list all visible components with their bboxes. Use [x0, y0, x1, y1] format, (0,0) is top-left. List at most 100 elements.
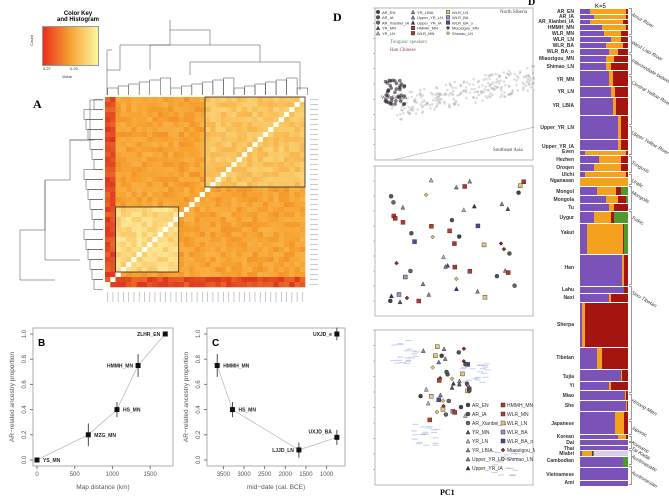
- structure-bar: [580, 164, 628, 172]
- zoom-connector: [392, 89, 535, 161]
- heatmap-cell: [141, 212, 148, 218]
- heatmap-cell: [236, 152, 243, 158]
- heatmap-cell: [205, 242, 211, 248]
- heatmap-cell: [215, 242, 222, 248]
- heatmap-cell: [147, 212, 153, 218]
- bottom-sample: [430, 365, 435, 370]
- modern-label-cloud: [431, 432, 438, 434]
- heatmap-cell: [178, 217, 185, 223]
- background-sample: [500, 93, 504, 96]
- heatmap-cell: [226, 177, 232, 183]
- heatmap-cell: [226, 172, 232, 178]
- heatmap-cell: [226, 192, 232, 198]
- heatmap-cell: [157, 267, 164, 273]
- heatmap-cell: [262, 97, 269, 103]
- heatmap-cell: [247, 107, 253, 113]
- heatmap-cell: [136, 207, 143, 213]
- data-point: [229, 407, 235, 413]
- heatmap-cell: [194, 242, 201, 248]
- background-sample: [496, 85, 499, 89]
- heatmap-cell: [226, 162, 232, 168]
- heatmap-cell: [152, 192, 158, 198]
- heatmap-cell: [262, 247, 269, 253]
- heatmap-cell: [147, 242, 153, 248]
- heatmap-cell: [278, 122, 285, 128]
- heatmap-cell: [299, 182, 306, 188]
- ancestry-component: [580, 224, 588, 255]
- background-sample: [418, 92, 422, 96]
- heatmap-cell: [147, 132, 153, 138]
- heatmap-cell: [294, 157, 301, 163]
- bottom-sample: [451, 380, 456, 386]
- heatmap-cell: [131, 207, 137, 213]
- zoom-sample: [516, 190, 521, 195]
- background-sample: [487, 74, 491, 78]
- background-sample: [509, 72, 513, 75]
- heatmap-cell: [289, 222, 295, 228]
- heatmap-cell: [257, 147, 264, 153]
- ancestry-component: [608, 382, 612, 391]
- heatmap-cell: [289, 152, 295, 158]
- heatmap-cell: [247, 117, 253, 123]
- background-sample: [431, 93, 435, 96]
- heatmap-cell: [294, 282, 301, 288]
- heatmap-cell: [173, 247, 179, 253]
- structure-pop-label: Korean: [556, 434, 574, 440]
- heatmap-cell: [252, 147, 258, 153]
- structure-region-label: Hmong-Mien: [630, 398, 658, 418]
- heatmap-cell: [136, 182, 143, 188]
- heatmap-cell: [162, 257, 169, 263]
- heatmap-cell: [294, 182, 301, 188]
- heatmap-cell: [115, 227, 122, 233]
- heatmap-cell: [178, 182, 185, 188]
- heatmap-cell: [147, 227, 153, 233]
- heatmap-cell: [136, 132, 143, 138]
- heatmap-cell: [205, 247, 211, 253]
- heatmap-cell: [199, 152, 206, 158]
- heatmap-cell: [262, 217, 269, 223]
- heatmap-cell: [210, 147, 216, 153]
- legend-label: Upper_YR_IA: [417, 20, 442, 25]
- background-sample: [463, 89, 466, 93]
- heatmap-cell: [162, 237, 169, 243]
- legend-label: AR_EN: [472, 403, 489, 409]
- heatmap-cell: [273, 247, 279, 253]
- heatmap-cell: [283, 262, 290, 268]
- heatmap-cell: [194, 222, 201, 228]
- background-sample: [507, 73, 511, 76]
- heatmap-cell: [173, 167, 179, 173]
- background-sample: [464, 88, 468, 92]
- heatmap-cell: [199, 272, 206, 278]
- legend-label: AR_IA: [472, 412, 487, 418]
- background-sample: [423, 103, 427, 107]
- heatmap-cell: [168, 192, 174, 198]
- structure-pop-label: Ami: [564, 480, 574, 486]
- zoom-sample: [388, 298, 393, 304]
- heatmap-cell: [126, 222, 132, 228]
- structure-pop-label: Nganasan: [550, 178, 574, 184]
- heatmap-cell: [236, 277, 243, 283]
- heatmap-cell: [231, 102, 237, 108]
- heatmap-cell: [110, 162, 116, 168]
- background-sample: [510, 92, 513, 96]
- color-key-tick: 0.29: [70, 66, 78, 71]
- heatmap-cell: [294, 167, 301, 173]
- heatmap-cell: [136, 147, 143, 153]
- bottom-sample: [449, 376, 455, 382]
- heatmap-cell: [194, 227, 201, 233]
- heatmap-cell: [236, 237, 243, 243]
- structure-region-label: Uralic: [630, 178, 645, 190]
- color-key-gradient: [42, 26, 99, 66]
- heatmap-cell: [278, 252, 285, 258]
- heatmap-cell: [183, 152, 190, 158]
- heatmap-cell: [247, 167, 253, 173]
- bottom-sample: [435, 344, 440, 349]
- heatmap-cell: [273, 187, 279, 193]
- ancestry-component: [608, 49, 619, 56]
- heatmap-cell: [241, 97, 248, 103]
- structure-bar: [580, 370, 628, 382]
- heatmap-cell: [189, 277, 195, 283]
- legend-marker: [465, 411, 471, 417]
- heatmap-cell: [178, 167, 185, 173]
- heatmap-cell: [278, 212, 285, 218]
